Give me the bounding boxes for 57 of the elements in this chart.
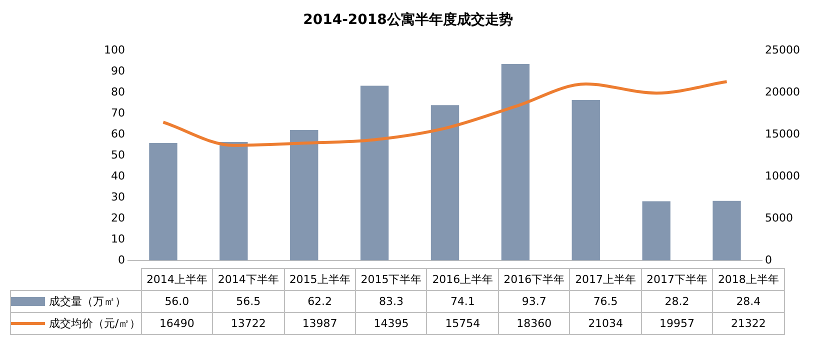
bar (572, 100, 600, 260)
bar (642, 201, 670, 260)
data-label: 19957 (641, 312, 713, 334)
x-tick-label: 2015下半年 (356, 268, 427, 290)
data-label: 93.7 (498, 290, 570, 312)
data-label: 13722 (212, 312, 284, 334)
data-label: 16490 (141, 312, 213, 334)
bar (501, 64, 530, 260)
y2-tick-label: 5000 (765, 211, 793, 224)
y-tick-label: 0 (118, 253, 125, 266)
y-tick-label: 100 (104, 44, 125, 57)
y2-tick-label: 20000 (765, 86, 800, 99)
y-tick-label: 80 (111, 86, 125, 99)
y-tick-label: 50 (111, 148, 125, 162)
bar (360, 86, 389, 260)
data-label: 83.3 (356, 290, 427, 312)
data-label: 56.0 (141, 290, 213, 312)
data-label: 56.5 (212, 290, 284, 312)
y-tick-label: 10 (111, 232, 125, 246)
x-tick-label: 2016上半年 (426, 268, 498, 290)
data-label: 18360 (498, 312, 570, 334)
legend-label: 成交均价（元/㎡） (49, 317, 141, 330)
y-tick-label: 20 (111, 211, 125, 224)
y2-tick-label: 15000 (765, 128, 800, 140)
data-label: 28.2 (641, 290, 713, 312)
x-tick-label: 2017上半年 (570, 268, 642, 290)
line-series (162, 80, 728, 147)
bar (149, 143, 178, 260)
data-label: 76.5 (570, 290, 642, 312)
data-label: 62.2 (284, 290, 356, 312)
x-tick-label: 2018上半年 (712, 268, 784, 290)
data-label: 74.1 (426, 290, 498, 312)
x-tick-label: 2016下半年 (498, 268, 570, 290)
data-label: 21322 (712, 312, 784, 334)
data-label: 13987 (284, 312, 356, 334)
x-tick-label: 2014上半年 (141, 268, 213, 290)
x-tick-label: 2014下半年 (212, 268, 284, 290)
chart-title: 2014-2018公寓半年度成交走势 (303, 11, 513, 28)
data-label: 14395 (356, 312, 427, 334)
x-tick-label: 2017下半年 (641, 268, 713, 290)
x-tick-label: 2015上半年 (284, 268, 356, 290)
y-tick-label: 40 (111, 169, 125, 182)
y2-tick-label: 0 (765, 253, 772, 266)
bar (220, 142, 248, 260)
y-tick-label: 30 (111, 190, 125, 204)
y-tick-label: 90 (111, 64, 125, 78)
data-label: 21034 (570, 312, 642, 334)
data-label: 15754 (426, 312, 498, 334)
legend-label: 成交量（万㎡） (49, 295, 126, 308)
y-tick-label: 60 (111, 128, 125, 140)
y-tick-label: 70 (111, 106, 125, 120)
bar (712, 200, 741, 260)
y2-tick-label: 25000 (765, 44, 800, 57)
y2-tick-label: 10000 (765, 169, 800, 182)
bar (430, 105, 460, 260)
data-label: 28.4 (712, 290, 784, 312)
bar (290, 130, 318, 260)
